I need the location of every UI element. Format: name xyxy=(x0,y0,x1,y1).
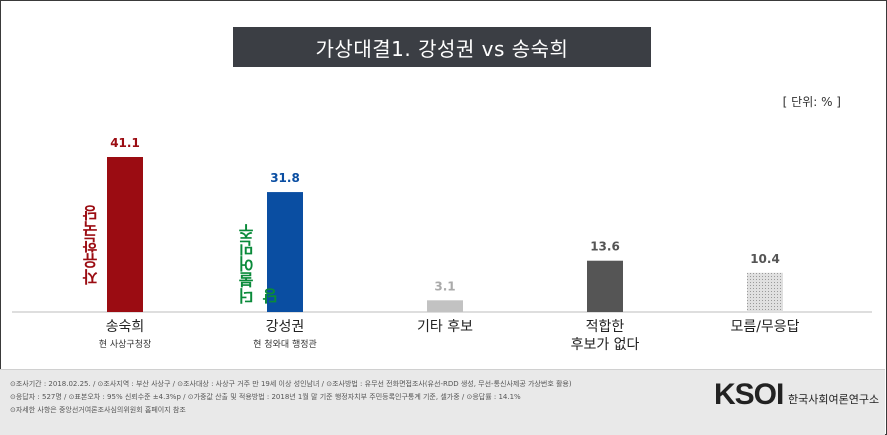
category-subtitle-2: 현 청와대 행정관 xyxy=(253,338,317,350)
value-label-4: 13.6 xyxy=(590,240,620,254)
party-logo-1: 자유한국당 xyxy=(80,205,104,311)
category-label-4-line-1: 적합한 xyxy=(586,319,625,335)
category-label-1: 송숙희 xyxy=(106,319,145,335)
survey-info-line-1: ⊙조사기간 : 2018.02.25. / ⊙조사지역 : 부산 사상구 / ⊙… xyxy=(10,380,572,388)
value-label-1: 41.1 xyxy=(110,136,140,150)
party-name-1: 자유한국당 xyxy=(82,205,101,285)
bar-4 xyxy=(587,260,623,312)
ksoi-org-name: 한국사회여론연구소 xyxy=(788,393,880,406)
survey-info-line-2: ⊙응답자 : 527명 / ⊙표본오차 : 95% 신뢰수준 ±4.3%p / … xyxy=(10,393,521,401)
bar-5 xyxy=(747,272,783,312)
bar-1 xyxy=(107,157,143,312)
survey-info-line-3: ⊙자세한 사항은 중앙선거여론조사심의위원회 홈페이지 참조 xyxy=(10,406,186,414)
bar-2 xyxy=(267,192,303,312)
unit-label: [ 단위: % ] xyxy=(782,95,841,109)
ksoi-logo: KSOI 한국사회여론연구소 xyxy=(714,378,879,412)
ksoi-logo-text: KSOI xyxy=(714,378,784,411)
survey-info: ⊙조사기간 : 2018.02.25. / ⊙조사지역 : 부산 사상구 / ⊙… xyxy=(10,378,572,417)
party-name-2: 더불어민주당 xyxy=(238,224,281,304)
category-label-4-line-2: 후보가 없다 xyxy=(571,337,640,353)
party-logo-2: 더불어민주당 xyxy=(236,212,281,304)
bar-3 xyxy=(427,300,463,312)
category-label-5: 모름/무응답 xyxy=(730,319,799,335)
category-label-3: 기타 후보 xyxy=(417,319,473,335)
value-label-3: 3.1 xyxy=(434,279,455,293)
category-label-2: 강성권 xyxy=(266,319,305,335)
value-label-5: 10.4 xyxy=(750,252,780,266)
chart-title: 가상대결1. 강성권 vs 송숙희 xyxy=(233,27,651,67)
footer: ⊙조사기간 : 2018.02.25. / ⊙조사지역 : 부산 사상구 / ⊙… xyxy=(0,369,885,435)
value-label-2: 31.8 xyxy=(270,171,300,185)
category-subtitle-1: 현 사상구청장 xyxy=(99,339,152,350)
